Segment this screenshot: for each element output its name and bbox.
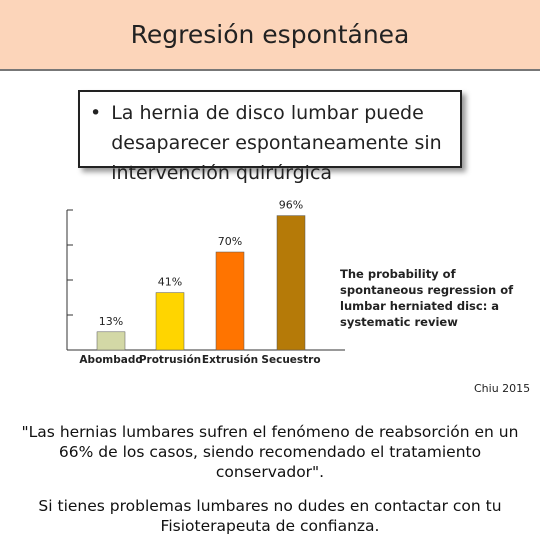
bar — [96, 331, 126, 351]
x-tick-label: Abombado — [79, 354, 142, 366]
footer: "Las hernias lumbares sufren el fenómeno… — [20, 422, 520, 550]
value-label: 41% — [158, 276, 182, 289]
footer-cta: Si tienes problemas lumbares no dudes en… — [38, 497, 502, 535]
bar — [276, 215, 306, 351]
x-tick-label: Extrusión — [202, 354, 258, 366]
value-label: 13% — [99, 315, 123, 328]
bar — [215, 251, 245, 351]
bar — [155, 292, 185, 351]
chart: 13% Abombado 41% Protrusión 70% Extrusión 96% S… — [66, 199, 345, 366]
value-label: 70% — [218, 235, 242, 248]
chart-annotation: The probability of spontaneous regressio… — [340, 267, 514, 329]
value-label: 96% — [279, 199, 303, 212]
bullet-dot: • — [90, 102, 102, 124]
bullet-box: • La hernia de disco lumbar puede desapar… — [78, 90, 462, 184]
x-tick-label: Protrusión — [139, 354, 201, 366]
x-tick-label: Secuestro — [261, 354, 320, 366]
citation: Chiu 2015 — [474, 382, 531, 395]
bullet-text: La hernia de disco lumbar puede desapare… — [111, 102, 442, 184]
footer-quote: "Las hernias lumbares sufren el fenómeno… — [21, 423, 519, 481]
header-title: Regresión espontánea — [0, 0, 540, 71]
